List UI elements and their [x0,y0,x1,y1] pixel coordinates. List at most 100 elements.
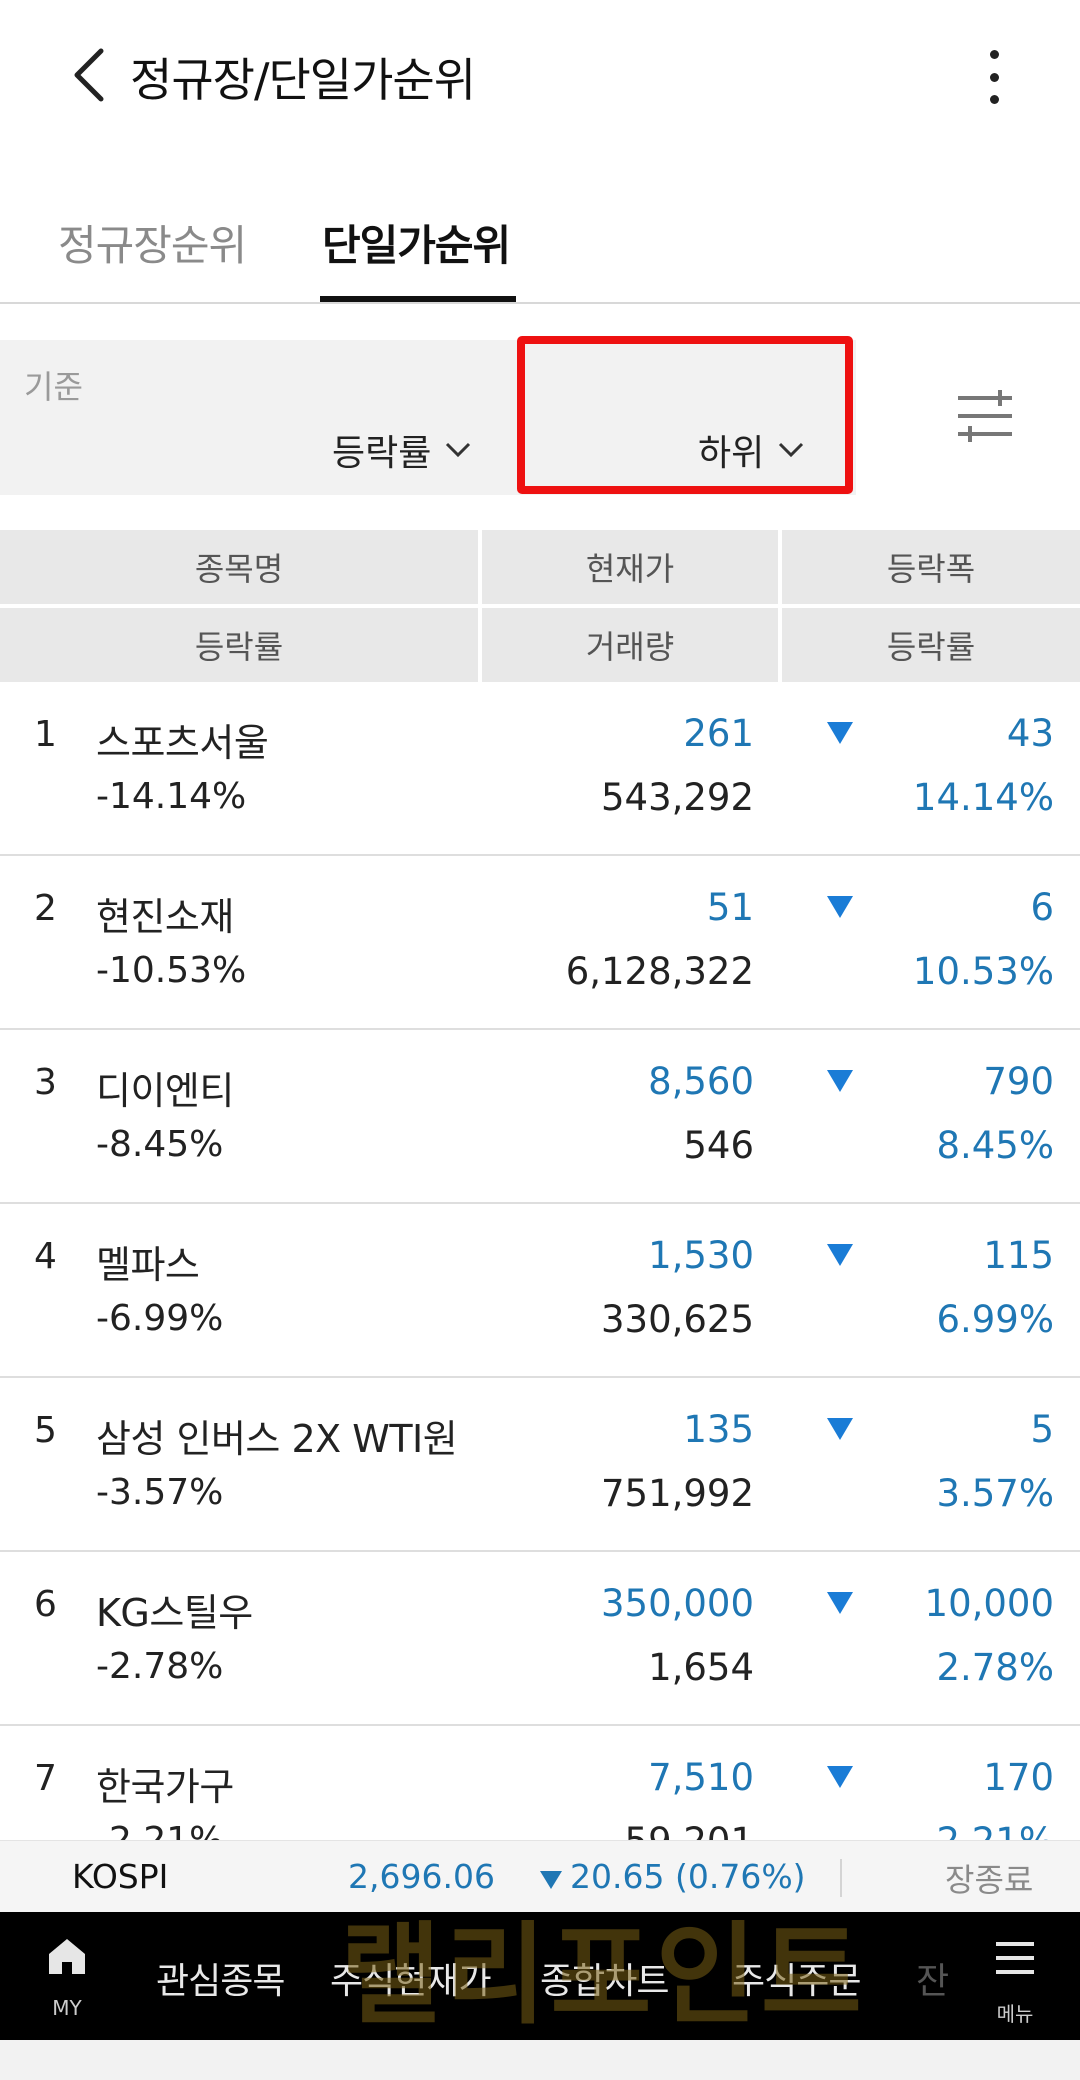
current-price: 1,530 [648,1234,754,1277]
back-button[interactable] [58,40,118,110]
chevron-left-icon [74,48,104,102]
price-change: 5 [1030,1408,1054,1451]
table-row[interactable]: 3 디이엔티 -8.45% 8,560 546 790 8.45% [0,1030,1080,1204]
home-icon [49,1939,85,1974]
table-row[interactable]: 6 KG스틸우 -2.78% 350,000 1,654 10,000 2.78… [0,1552,1080,1726]
current-price: 7,510 [648,1756,754,1799]
header-divider [478,530,482,682]
nav-item-chart[interactable]: 종합차트 [540,1961,669,2002]
stock-name: 멜파스 [96,1243,200,1287]
header-divider [778,530,782,682]
current-price: 261 [683,712,754,755]
trade-volume: 330,625 [600,1298,754,1341]
filter-settings-button[interactable] [950,386,1020,446]
system-bar [0,2040,1080,2080]
column-header-change: 등락폭 [886,550,976,588]
rate-percent: -2.78% [96,1646,224,1687]
table-row[interactable]: 5 삼성 인버스 2X WTI원 -3.57% 135 751,992 5 3.… [0,1378,1080,1552]
ticker-divider [840,1859,842,1897]
down-triangle-icon [827,1766,853,1788]
stock-name: 현진소재 [96,895,234,939]
table-header: 종목명 현재가 등락폭 등락률 거래량 등락률 [0,530,1080,682]
trade-volume: 1,654 [648,1646,754,1689]
rank-number: 6 [34,1584,57,1625]
table-row[interactable]: 4 멜파스 -6.99% 1,530 330,625 115 6.99% [0,1204,1080,1378]
page-title: 정규장/단일가순위 [130,53,476,107]
stock-name: 한국가구 [96,1765,234,1809]
trade-volume: 751,992 [600,1472,754,1515]
rate-percent: -8.45% [96,1124,224,1165]
market-status: 장종료 [945,1861,1034,1899]
app-header: 정규장/단일가순위 [0,0,1080,150]
stock-name: 디이엔티 [96,1069,234,1113]
rank-direction-value: 하위 [698,433,765,474]
down-triangle-icon [827,722,853,744]
rate-percent: -6.99% [96,1298,224,1339]
column-header-price: 현재가 [585,550,675,588]
current-price: 51 [706,886,754,929]
hamburger-menu-icon [996,1942,1034,1974]
nav-item-watchlist[interactable]: 관심종목 [156,1961,285,2002]
more-dot-icon [989,50,999,59]
index-ticker[interactable]: KOSPI 2,696.06 20.65 (0.76%) 장종료 [0,1840,1080,1912]
ticker-index-change: 20.65 (0.76%) [570,1857,806,1896]
rank-direction-dropdown[interactable]: 하위 [698,424,804,476]
rate-percent: -14.14% [96,776,247,817]
down-triangle-icon [827,1244,853,1266]
nav-item-order[interactable]: 주식주문 [732,1961,861,2002]
rate-percent: -2.21% [96,1820,223,1840]
trade-volume: 543,292 [600,776,754,819]
column-header-change-rate: 등락률 [886,628,976,666]
price-change: 6 [1030,886,1054,929]
current-price: 8,560 [648,1060,754,1103]
change-rate: 2.78% [936,1646,1054,1689]
current-price: 350,000 [600,1582,754,1625]
price-change: 790 [983,1060,1054,1103]
trade-volume: 6,128,322 [565,950,754,993]
trade-volume: 546 [683,1124,754,1167]
more-dot-icon [989,72,999,82]
price-change: 170 [983,1756,1054,1799]
chevron-down-icon [779,442,804,458]
stock-name: KG스틸우 [96,1591,253,1635]
tab-bar: 정규장순위 단일가순위 [0,196,1080,304]
more-options-button[interactable] [970,42,1018,112]
column-header-rate: 등락률 [194,628,284,666]
trade-volume: 59,201 [625,1820,754,1840]
ticker-index-value: 2,696.06 [348,1857,495,1896]
tab-single-price-ranking[interactable]: 단일가순위 [322,221,511,270]
change-rate: 10.53% [912,950,1054,993]
more-dot-icon [989,95,999,104]
table-row[interactable]: 1 스포츠서울 -14.14% 261 543,292 43 14.14% [0,682,1080,856]
table-row[interactable]: 7 한국가구 -2.21% 7,510 59,201 170 2.21% [0,1726,1080,1840]
nav-menu-label: 메뉴 [996,2002,1034,2026]
change-rate: 3.57% [936,1472,1054,1515]
ranking-list: 1 스포츠서울 -14.14% 261 543,292 43 14.14% 2 … [0,682,1080,1840]
nav-item-partial[interactable]: 잔 [916,1961,949,2002]
change-rate: 8.45% [936,1124,1054,1167]
active-tab-indicator [320,296,516,302]
change-rate: 6.99% [936,1298,1054,1341]
down-triangle-icon [827,896,853,918]
column-header-volume: 거래량 [585,628,675,666]
nav-item-stock-price[interactable]: 주식현재가 [330,1961,492,2002]
change-rate: 2.21% [936,1820,1054,1840]
rank-number: 2 [34,888,57,929]
down-triangle-icon [827,1592,853,1614]
change-rate: 14.14% [912,776,1054,819]
sort-by-dropdown[interactable]: 등락률 [332,424,471,476]
rate-percent: -3.57% [96,1472,224,1513]
rank-number: 3 [34,1062,57,1103]
nav-my-button[interactable]: MY [26,1924,108,2028]
chevron-down-icon [446,442,471,458]
price-change: 115 [983,1234,1054,1277]
nav-menu-button[interactable]: 메뉴 [974,1924,1056,2028]
ticker-index-name: KOSPI [72,1857,169,1896]
down-triangle-icon [540,1871,562,1889]
table-row[interactable]: 2 현진소재 -10.53% 51 6,128,322 6 10.53% [0,856,1080,1030]
rate-percent: -10.53% [96,950,247,991]
sliders-icon [958,390,1012,442]
rank-number: 1 [34,714,57,755]
sort-by-value: 등락률 [332,433,432,474]
tab-regular-ranking[interactable]: 정규장순위 [58,221,247,270]
